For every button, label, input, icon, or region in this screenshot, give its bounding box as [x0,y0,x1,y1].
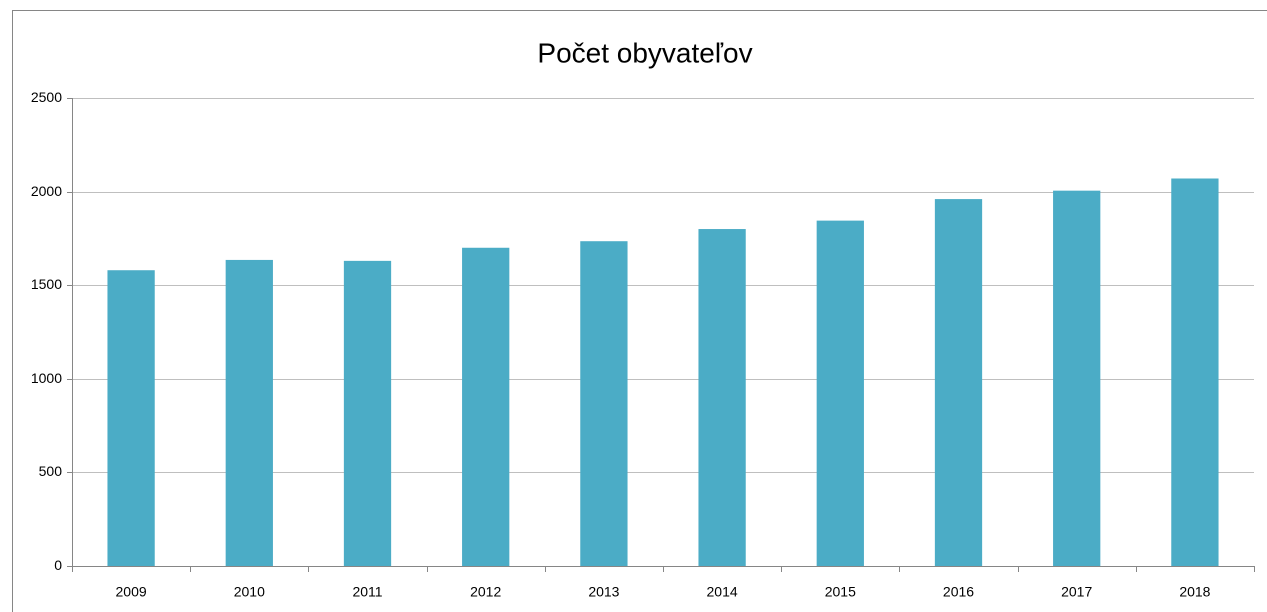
x-tick-label: 2009 [116,584,147,600]
y-tick-label: 0 [54,557,62,573]
x-tick-label: 2016 [943,584,974,600]
x-tick-label: 2015 [825,584,856,600]
bar [462,247,510,566]
y-tick-label: 1000 [31,370,62,386]
bar [225,259,273,566]
bar [816,220,864,566]
bar [580,241,628,566]
y-tick-label: 2500 [31,89,62,105]
x-tick-label: 2018 [1179,584,1210,600]
bar [934,199,983,566]
bar [1053,190,1101,566]
bar [1171,178,1219,566]
x-tick-label: 2012 [470,584,501,600]
x-tick-label: 2014 [707,584,738,600]
bar [698,229,746,567]
x-tick-label: 2017 [1061,584,1092,600]
chart-title: Počet obyvateľov [537,37,752,68]
y-tick-label: 500 [39,463,63,479]
x-tick-label: 2010 [234,584,265,600]
y-tick-label: 2000 [31,183,62,199]
x-tick-label: 2013 [588,584,619,600]
bar [107,270,155,566]
bar [343,260,392,566]
x-tick-label: 2011 [352,584,382,600]
y-tick-label: 1500 [31,276,62,292]
